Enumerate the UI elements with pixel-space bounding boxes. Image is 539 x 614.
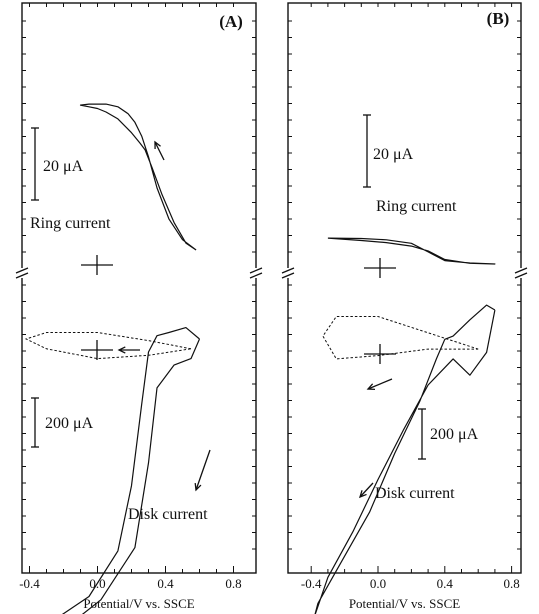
scale-bar-label: 200 μA xyxy=(45,415,94,432)
scale-bar-ring: 20 μA xyxy=(363,114,414,188)
disk-current-trace-background xyxy=(322,316,479,360)
scale-bar-disk: 200 μA xyxy=(418,408,479,460)
scale-bar-label: 20 μA xyxy=(43,158,84,175)
scan-direction-arrow-head xyxy=(366,383,376,391)
scan-direction-arrow-shaft xyxy=(154,141,165,161)
axis-break-mark xyxy=(281,272,295,279)
axis-break-mark xyxy=(15,272,29,279)
origin-cross xyxy=(364,258,396,278)
scale-bar-label: 20 μA xyxy=(373,146,414,163)
axis-break-mark xyxy=(249,267,263,274)
panel-frame xyxy=(21,2,257,574)
panel-b: -0.4 0.0 0.4 0.8 Potential/V vs. SSCE (B) 20 μ… xyxy=(281,2,528,614)
axis-break-mark xyxy=(514,267,528,274)
ring-current-label: Ring current xyxy=(30,215,111,232)
scan-direction-arrow-shaft xyxy=(195,449,211,491)
scan-direction-arrow-head xyxy=(358,490,367,499)
origin-cross xyxy=(81,340,113,360)
axis-break-gap xyxy=(16,268,28,278)
scan-direction-arrow xyxy=(154,140,165,161)
x-tick-label: 0.8 xyxy=(503,576,519,591)
panel-label: (B) xyxy=(487,9,510,28)
axis-break-gap xyxy=(282,268,294,278)
scale-bar-ring: 20 μA xyxy=(31,127,84,201)
scan-direction-arrow xyxy=(366,378,393,391)
scan-direction-arrow-head xyxy=(117,346,126,354)
ring-current-trace xyxy=(79,103,197,251)
axis-break-mark xyxy=(514,272,528,279)
ring-current-trace xyxy=(327,237,496,265)
panel-label: (A) xyxy=(219,12,243,31)
scan-direction-arrow-head xyxy=(194,482,202,492)
x-tick-label: -0.4 xyxy=(19,576,40,591)
origin-cross xyxy=(364,344,396,364)
x-tick-label: 0.4 xyxy=(157,576,174,591)
disk-current-label: Disk current xyxy=(128,506,208,523)
x-tick-label: 0.8 xyxy=(225,576,241,591)
scan-direction-arrow-shaft xyxy=(359,482,374,498)
scan-direction-arrow xyxy=(194,449,211,492)
origin-cross xyxy=(81,255,113,275)
x-axis-title: Potential/V vs. SSCE xyxy=(83,596,194,611)
ring-current-label: Ring current xyxy=(376,198,457,215)
disk-current-label: Disk current xyxy=(375,485,455,502)
x-axis-title: Potential/V vs. SSCE xyxy=(349,596,460,611)
axis-break-mark xyxy=(249,272,263,279)
axis-break-gap xyxy=(250,268,262,278)
disk-current-trace-background xyxy=(24,332,192,360)
scale-bar-disk: 200 μA xyxy=(31,397,94,448)
scan-direction-arrow xyxy=(358,482,374,499)
scan-direction-arrow-shaft xyxy=(367,378,393,390)
x-tick-label: 0.4 xyxy=(437,576,454,591)
axis-break-mark xyxy=(281,267,295,274)
disk-current-trace xyxy=(61,327,201,614)
panel-frame xyxy=(287,2,522,574)
scale-bar-label: 200 μA xyxy=(430,426,479,443)
scan-direction-arrow xyxy=(117,346,140,354)
disk-current-trace xyxy=(314,304,496,614)
x-tick-label: -0.4 xyxy=(301,576,322,591)
axis-break-mark xyxy=(15,267,29,274)
axis-break-gap xyxy=(515,268,527,278)
x-tick-label: 0.0 xyxy=(370,576,386,591)
scan-direction-arrow-head xyxy=(154,140,161,150)
